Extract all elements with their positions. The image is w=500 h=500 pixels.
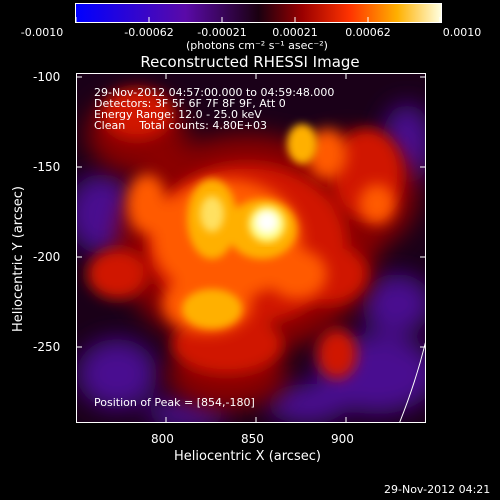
y-tick-label: -250 xyxy=(33,340,61,354)
colorbar-tick-label: 0.0010 xyxy=(442,26,482,39)
rhessi-image xyxy=(77,74,425,422)
colorbar-gradient xyxy=(76,4,441,22)
x-tick-label: 850 xyxy=(241,432,264,446)
colorbar-tick-label: -0.0010 xyxy=(20,26,64,39)
info-peak: Position of Peak = [854,-180] xyxy=(94,396,255,409)
colorbar-tick-label: 0.00062 xyxy=(345,26,391,39)
image-plot xyxy=(76,73,426,423)
colorbar-tick-marks xyxy=(75,17,441,22)
info-time-range: 29-Nov-2012 04:57:00.000 to 04:59:48.000 xyxy=(94,86,335,99)
colorbar xyxy=(75,3,442,23)
info-clean: Clean Total counts: 4.80E+03 xyxy=(94,119,268,132)
footer-timestamp: 29-Nov-2012 04:21 xyxy=(384,483,491,496)
colorbar-tick-label: -0.00062 xyxy=(124,26,174,39)
info-energy: Energy Range: 12.0 - 25.0 keV xyxy=(94,108,262,121)
y-tick-label: -200 xyxy=(33,250,61,264)
x-axis-label: Heliocentric X (arcsec) xyxy=(174,449,321,464)
x-tick-label: 800 xyxy=(151,432,174,446)
info-detectors: Detectors: 3F 5F 6F 7F 8F 9F, Att 0 xyxy=(94,97,286,110)
plot-title: Reconstructed RHESSI Image xyxy=(140,53,360,71)
colorbar-tick-label: -0.00021 xyxy=(197,26,247,39)
colorbar-tick-label: 0.00021 xyxy=(272,26,318,39)
y-axis-label: Heliocentric Y (arcsec) xyxy=(11,186,26,332)
x-tick-label: 900 xyxy=(331,432,354,446)
colorbar-units: (photons cm⁻² s⁻¹ asec⁻²) xyxy=(186,39,328,52)
y-tick-label: -100 xyxy=(33,70,61,84)
y-tick-label: -150 xyxy=(33,160,61,174)
